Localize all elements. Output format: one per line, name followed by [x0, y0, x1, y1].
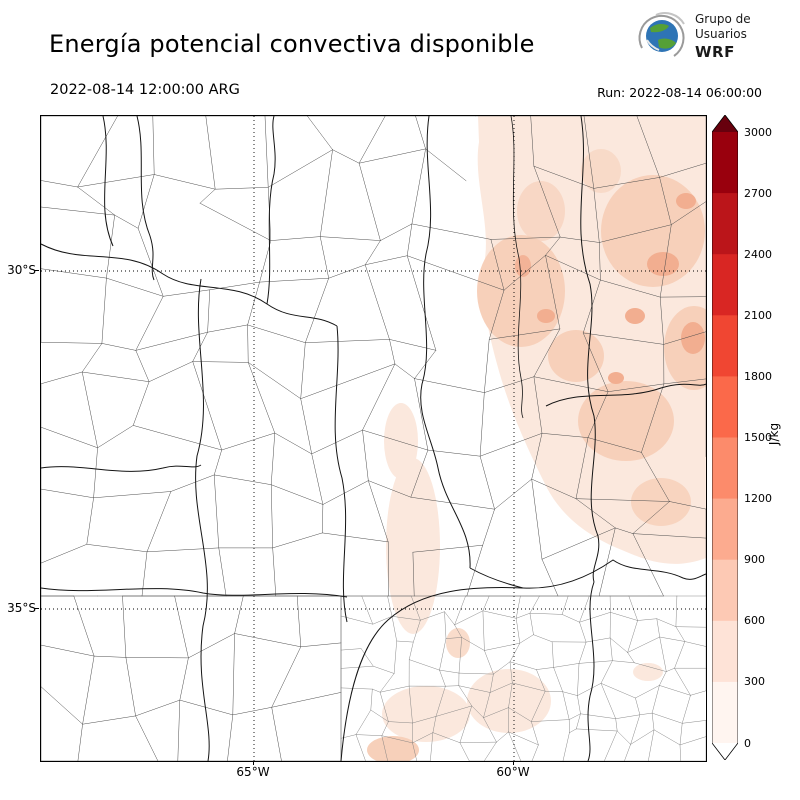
map-graphic-shape — [41, 243, 338, 327]
map-graphic-shape — [420, 116, 471, 569]
colorbar-tick-label: 1800 — [744, 369, 772, 383]
colorbar-over-arrow — [712, 115, 738, 132]
ytick-label-30s: 30°S — [7, 263, 36, 277]
map-graphic-shape — [608, 372, 624, 384]
map-graphic-shape — [625, 308, 645, 324]
xtick-mark-65w — [253, 761, 254, 765]
colorbar-segment — [712, 498, 738, 561]
map-graphic-shape — [581, 149, 621, 193]
colorbar-tick-label: 3000 — [744, 125, 772, 139]
map-graphic-shape — [587, 581, 595, 761]
xtick-mark-60w — [513, 761, 514, 765]
swirl-arc — [638, 14, 685, 57]
map-graphic-shape — [384, 403, 418, 479]
colorbar-ticks: 3000 2700 2400 2100 1800 1500 1200 900 600 300 0 — [744, 126, 784, 750]
map-graphic-shape — [510, 116, 524, 419]
colorbar — [712, 115, 738, 760]
map-graphic-shape — [469, 567, 524, 589]
globe-land — [658, 38, 676, 49]
department-boundaries — [41, 116, 706, 761]
logo-line1: Grupo de — [695, 11, 751, 26]
colorbar-tick-label: 300 — [744, 675, 765, 689]
colorbar-segment — [712, 437, 738, 499]
colorbar-segment — [712, 254, 738, 316]
colorbar-tick-label: 1500 — [744, 431, 772, 444]
map-graphic-shape — [681, 322, 705, 354]
colorbar-tick-label: 2400 — [744, 247, 772, 261]
map-graphic-shape — [633, 663, 663, 681]
map-graphic-shape — [386, 458, 440, 634]
map-graphic-shape — [446, 628, 470, 658]
map-graphic-shape — [102, 116, 114, 247]
map-graphic-shape — [545, 383, 706, 407]
swirl-arc — [655, 12, 685, 25]
map-graphic-shape — [467, 669, 551, 733]
map-graphic-shape — [515, 255, 531, 277]
ytick-mark-35s — [35, 608, 39, 609]
globe-highlight — [646, 39, 660, 51]
colorbar-segment — [712, 193, 738, 255]
map-graphic-shape — [334, 325, 348, 623]
map-graphic-shape — [195, 278, 210, 761]
colorbar-segment — [712, 620, 738, 683]
map-graphic-shape — [382, 686, 470, 742]
map-plot-area — [40, 115, 707, 762]
department-boundaries-mesh — [340, 595, 706, 761]
wrf-logo: Grupo de Usuarios WRF — [634, 10, 751, 64]
map-graphic-shape — [340, 559, 706, 761]
map-graphic-shape — [580, 116, 600, 583]
colorbar-tick-label: 2700 — [744, 186, 772, 200]
globe-icon — [638, 12, 685, 57]
colorbar-segment — [712, 376, 738, 438]
colorbar-segment — [712, 132, 738, 194]
department-boundaries-mesh — [41, 595, 342, 761]
map-graphic-shape — [517, 181, 565, 241]
map-graphic-shape — [647, 252, 679, 276]
colorbar-unit-label: J/kg — [767, 422, 781, 446]
province-boundaries — [41, 116, 706, 761]
logo-wrf: WRF — [695, 42, 735, 61]
map-graphic-shape — [41, 464, 202, 472]
run-time: Run: 2022-08-14 06:00:00 — [597, 85, 762, 100]
map-graphic-shape — [548, 330, 604, 382]
colorbar-graphic — [712, 115, 738, 760]
colorbar-segment — [712, 559, 738, 622]
colorbar-tick-label: 2100 — [744, 308, 772, 322]
graticule — [41, 116, 706, 761]
map-graphic-shape — [537, 309, 555, 323]
colorbar-tick-label: 600 — [744, 614, 765, 628]
map-graphic-shape — [367, 736, 419, 761]
colorbar-segment — [712, 315, 738, 377]
cape-map — [41, 116, 706, 761]
colorbar-tick-label: 0 — [744, 736, 751, 750]
map-graphic-shape — [631, 478, 691, 526]
colorbar-tick-label: 1200 — [744, 492, 772, 506]
cape-shading — [367, 116, 706, 761]
globe-land — [650, 23, 669, 33]
ytick-label-35s: 35°S — [7, 601, 36, 615]
valid-time: 2022-08-14 12:00:00 ARG — [50, 82, 240, 98]
xtick-label-60w: 60°W — [496, 765, 530, 779]
xtick-label-65w: 65°W — [236, 765, 270, 779]
department-boundaries-mesh — [41, 116, 706, 597]
page-title: Energía potencial convectiva disponible — [49, 30, 535, 58]
colorbar-tick-label: 900 — [744, 553, 765, 567]
map-graphic-shape — [578, 381, 674, 461]
map-graphic-shape — [676, 193, 696, 209]
map-graphic-shape — [41, 587, 348, 598]
logo-line2: Usuarios — [695, 27, 747, 42]
map-graphic-shape — [266, 116, 276, 305]
logo-text: Grupo de Usuarios WRF — [695, 12, 751, 63]
colorbar-segments — [712, 132, 738, 744]
colorbar-under-arrow — [712, 743, 738, 760]
colorbar-segment — [712, 681, 738, 744]
map-graphic-shape — [136, 116, 155, 281]
ytick-mark-30s — [35, 270, 39, 271]
